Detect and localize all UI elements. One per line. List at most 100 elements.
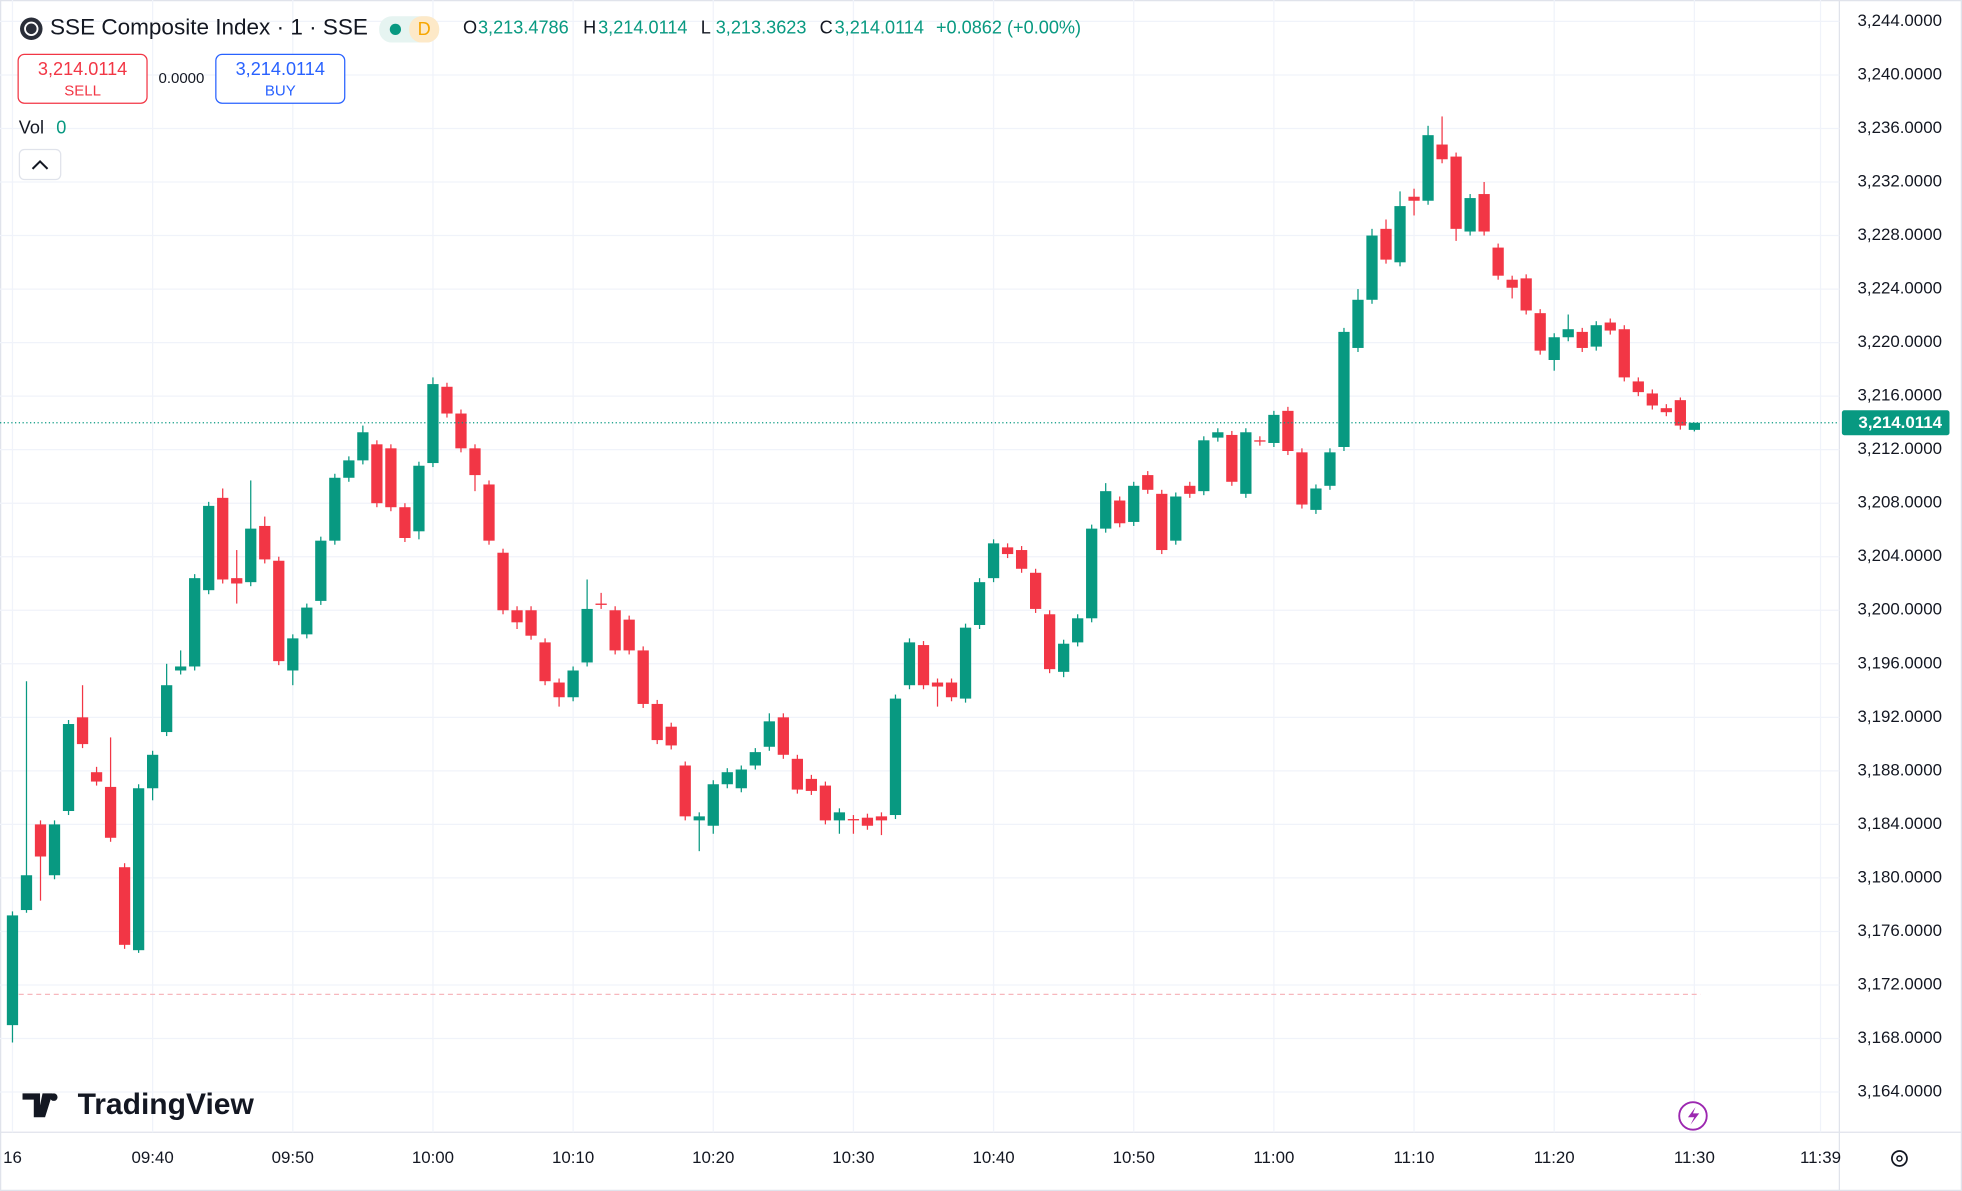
sell-button[interactable] [17,53,148,104]
candle-body [1015,550,1028,569]
candle-body [1366,235,1378,300]
candle-body [791,758,803,790]
candle-body [441,386,453,414]
candle-body [1114,500,1126,524]
ohlc-value: 3,213.4786 [478,18,569,38]
x-tick-label: 10:20 [692,1148,734,1167]
x-tick-label: 10:00 [412,1148,454,1167]
candle-body [483,484,495,541]
y-tick-label: 3,200.0000 [1858,600,1942,619]
x-tick-label: 11:00 [1253,1148,1294,1167]
candle-body [371,444,383,504]
y-tick-label: 3,240.0000 [1858,64,1942,83]
candle-body [1058,643,1070,672]
buy-button[interactable] [215,53,346,104]
candle-body [1478,194,1490,232]
candle-body [1142,475,1154,490]
ohlc-value: 3,213.3623 [716,18,807,38]
y-tick-label: 3,196.0000 [1858,653,1942,672]
candle-body [749,752,761,766]
volume-value: 0 [56,118,66,138]
candle-body [287,638,299,671]
candle-body [1408,196,1420,201]
ohlc-value: 3,214.0114 [835,18,924,38]
candle-body [1128,485,1140,522]
candle-body [1534,313,1546,351]
candle-body [595,603,607,605]
candle-body [90,772,103,782]
symbol-title: SSE Composite Index · 1 · SSE [50,15,368,40]
y-tick-label: 3,208.0000 [1858,493,1942,512]
change: +0.0862 (+0.00%) [936,18,1081,38]
candle-body [1492,247,1504,276]
candle-body [1212,432,1224,438]
candle-body [945,682,958,698]
candle-body [903,642,916,686]
candle-body [1352,299,1364,348]
candle-body [1170,496,1182,541]
candle-body [217,497,229,580]
candle-body [679,765,691,817]
candle-body [623,619,635,651]
x-tick-label: 10:40 [972,1148,1014,1167]
candle-body [805,778,818,791]
ohlc-key: O [463,18,477,38]
y-tick-label: 3,228.0000 [1858,225,1942,244]
spread: 0.0000 [158,70,204,87]
y-tick-label: 3,192.0000 [1858,707,1942,726]
x-tick-label: 10:50 [1113,1148,1155,1167]
candle-body [1254,440,1266,442]
candle-body [1226,434,1238,482]
candle-body [889,698,902,816]
candle-body [203,505,215,591]
candle-body [1674,400,1686,426]
candle-body [581,608,593,663]
candle-body [301,607,313,635]
candle-body [76,717,89,745]
ohlc-value: 3,214.0114 [598,18,687,38]
candle-body [609,610,621,651]
candle-body [1156,493,1168,551]
candle-body [1660,408,1672,413]
y-tick-label: 3,236.0000 [1858,118,1942,137]
candle-body [231,578,243,584]
collapse-button[interactable] [18,148,62,181]
candle-body [707,784,719,826]
candle-body [525,610,537,636]
candle-body [48,824,61,876]
candle-body [497,552,509,611]
candle-body [1450,156,1462,229]
candle-body [833,812,846,821]
x-tick-label: 11:30 [1674,1148,1715,1167]
candle-body [132,788,145,951]
candle-body [973,582,986,625]
candle-body [1324,452,1336,486]
candle-body [20,875,33,911]
y-tick-label: 3,168.0000 [1858,1028,1942,1047]
logo-mark [22,1093,58,1118]
candle-body [1086,528,1098,619]
candle-body [875,816,888,821]
candle-body [245,528,257,583]
candle-body [175,666,187,671]
y-tick-label: 3,164.0000 [1858,1082,1942,1101]
candle-body [539,642,551,682]
candle-body [1296,452,1308,505]
candle-body [62,724,75,812]
candle-body [329,477,341,541]
candle-body [1268,414,1280,443]
candle-body [1184,485,1196,494]
settings-icon[interactable] [1891,1150,1908,1167]
badge-bg [409,16,440,43]
candle-body [455,413,467,449]
x-tick-label: 09:50 [272,1148,314,1167]
buy-label: BUY [265,82,296,99]
candle-body [118,867,131,945]
candle-body [315,540,327,601]
candle-body [427,384,439,464]
candle-body [987,543,1000,579]
x-tick-label: 11:39 [1800,1148,1841,1167]
candle-body [553,682,565,698]
candle-body [1422,135,1434,201]
candle-body [1590,325,1602,347]
